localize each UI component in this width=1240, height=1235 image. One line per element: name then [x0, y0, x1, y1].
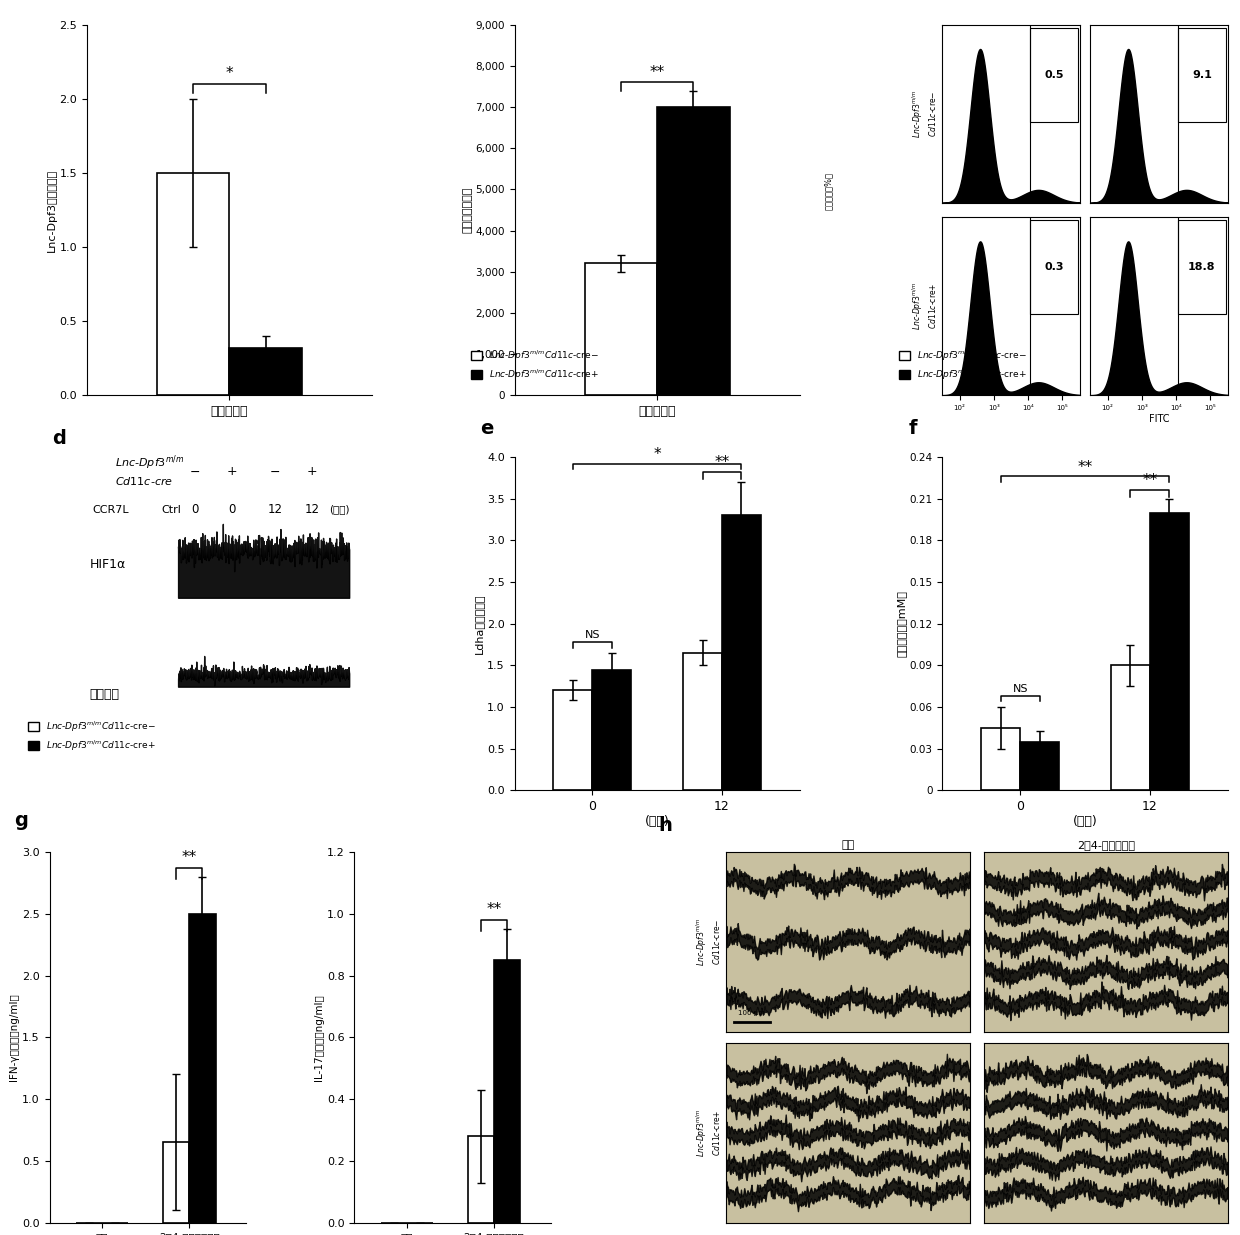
FancyBboxPatch shape	[1178, 28, 1226, 122]
Y-axis label: Lnc-Dpf3相对表达量: Lnc-Dpf3相对表达量	[47, 168, 57, 252]
FancyBboxPatch shape	[1029, 220, 1078, 314]
Legend: $Lnc$-$Dpf3^{m/m}$$Cd11c$-cre−, $Lnc$-$Dpf3^{m/m}$$Cd11c$-cre+: $Lnc$-$Dpf3^{m/m}$$Cd11c$-cre−, $Lnc$-$D…	[895, 345, 1030, 385]
Text: b: b	[508, 0, 523, 2]
Text: 0.3: 0.3	[1044, 262, 1064, 272]
FancyBboxPatch shape	[1029, 28, 1078, 122]
Bar	[722, 515, 761, 790]
Text: *: *	[226, 67, 233, 82]
Text: **: **	[1142, 473, 1157, 488]
Text: d: d	[52, 429, 67, 447]
Bar	[467, 1136, 494, 1223]
Text: Ctrl: Ctrl	[161, 505, 181, 515]
Y-axis label: 乳酸产生量（mM）: 乳酸产生量（mM）	[897, 590, 906, 657]
Bar	[1149, 513, 1189, 790]
Text: 12: 12	[305, 503, 320, 515]
Text: +: +	[227, 466, 238, 478]
Text: **: **	[650, 65, 665, 80]
Text: $Lnc$-$Dpf3^{m/m}$: $Lnc$-$Dpf3^{m/m}$	[115, 453, 185, 472]
Text: 0.5: 0.5	[1044, 70, 1064, 80]
Text: 12: 12	[268, 503, 283, 515]
Text: **: **	[1078, 459, 1092, 474]
Text: **: **	[486, 902, 502, 916]
Bar	[494, 961, 521, 1223]
Y-axis label: IL-17分泌量（ng/ml）: IL-17分泌量（ng/ml）	[314, 994, 324, 1081]
Text: −: −	[190, 466, 201, 478]
Text: −: −	[270, 466, 280, 478]
Text: (小时): (小时)	[330, 505, 350, 515]
Bar	[657, 107, 730, 395]
FancyBboxPatch shape	[1178, 220, 1226, 314]
Text: +: +	[306, 466, 317, 478]
Bar	[229, 348, 303, 395]
Bar	[593, 669, 631, 790]
Text: HIF1α: HIF1α	[89, 558, 126, 571]
Text: e: e	[480, 419, 494, 437]
Bar	[981, 727, 1021, 790]
Bar	[683, 653, 722, 790]
Bar	[190, 914, 216, 1223]
Text: $Cd11c$-cre: $Cd11c$-cre	[115, 474, 174, 487]
Y-axis label: Ldha相对表达量: Ldha相对表达量	[475, 594, 485, 653]
Text: NS: NS	[584, 630, 600, 640]
Y-axis label: 起始化的细胞数: 起始化的细胞数	[463, 186, 472, 233]
Text: 细胞计数（%）: 细胞计数（%）	[823, 173, 833, 210]
Text: *: *	[653, 447, 661, 462]
Bar	[164, 1142, 190, 1223]
Text: g: g	[14, 811, 29, 830]
X-axis label: FITC: FITC	[1148, 414, 1169, 424]
Y-axis label: $Lnc$-$Dpf3^{m/m}$
$Cd11c$-cre−: $Lnc$-$Dpf3^{m/m}$ $Cd11c$-cre−	[911, 90, 939, 138]
Bar	[584, 263, 657, 395]
Y-axis label: $Lnc$-$Dpf3^{m/m}$
$Cd11c$-cre+: $Lnc$-$Dpf3^{m/m}$ $Cd11c$-cre+	[694, 1109, 722, 1157]
Text: **: **	[714, 454, 729, 471]
Text: CCR7L: CCR7L	[93, 505, 129, 515]
Bar	[553, 690, 593, 790]
Text: **: **	[182, 850, 197, 864]
Y-axis label: $Lnc$-$Dpf3^{m/m}$
$Cd11c$-cre−: $Lnc$-$Dpf3^{m/m}$ $Cd11c$-cre−	[694, 918, 722, 966]
Text: 100 μm: 100 μm	[738, 1009, 765, 1015]
Title: 2，4-二硒基氟苯: 2，4-二硒基氟苯	[1076, 840, 1135, 850]
Text: a: a	[81, 0, 94, 2]
Text: 游离探针: 游离探针	[89, 688, 119, 700]
Bar	[156, 173, 229, 395]
Legend: $Lnc$-$Dpf3^{m/m}$$Cd11c$-cre−, $Lnc$-$Dpf3^{m/m}$$Cd11c$-cre+: $Lnc$-$Dpf3^{m/m}$$Cd11c$-cre−, $Lnc$-$D…	[25, 716, 160, 756]
Text: f: f	[908, 419, 916, 437]
Y-axis label: IFN-γ分泌量（ng/ml）: IFN-γ分泌量（ng/ml）	[10, 993, 20, 1082]
X-axis label: (小时): (小时)	[645, 815, 670, 827]
Title: 对照: 对照	[842, 840, 854, 850]
X-axis label: (小时): (小时)	[1073, 815, 1097, 827]
Text: 18.8: 18.8	[1188, 262, 1215, 272]
Text: 0: 0	[191, 503, 198, 515]
Legend: $Lnc$-$Dpf3^{m/m}$$Cd11c$-cre−, $Lnc$-$Dpf3^{m/m}$$Cd11c$-cre+: $Lnc$-$Dpf3^{m/m}$$Cd11c$-cre−, $Lnc$-$D…	[467, 345, 603, 385]
Y-axis label: $Lnc$-$Dpf3^{m/m}$
$Cd11c$-cre+: $Lnc$-$Dpf3^{m/m}$ $Cd11c$-cre+	[911, 282, 939, 330]
Text: h: h	[658, 815, 672, 835]
Text: NS: NS	[1012, 684, 1028, 694]
Text: 0: 0	[228, 503, 236, 515]
Bar	[1111, 666, 1149, 790]
Bar	[1021, 742, 1059, 790]
Text: 9.1: 9.1	[1192, 70, 1211, 80]
